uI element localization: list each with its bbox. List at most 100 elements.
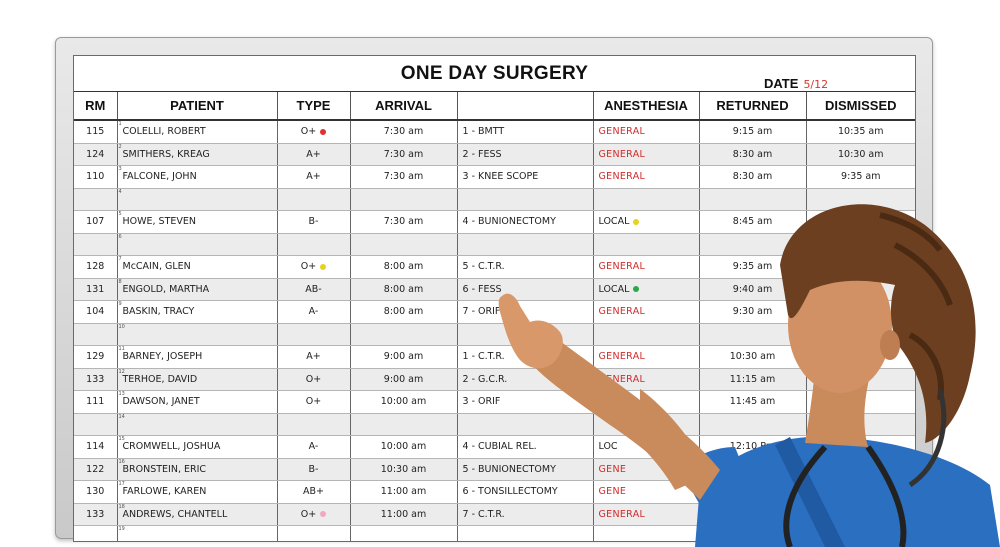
anesthesia-cell-text: GENERAL: [598, 126, 646, 138]
returned-cell: 9:30 am: [698, 300, 806, 324]
type-cell-text: A+: [306, 351, 321, 363]
anesthesia-cell: GENERAL: [592, 165, 699, 189]
room-cell: [74, 413, 117, 436]
room-cell: [74, 233, 117, 256]
procedure-cell: [456, 525, 593, 541]
type-cell: [276, 525, 350, 541]
type-cell: O+: [276, 255, 350, 279]
line-number: 7: [118, 256, 122, 262]
procedure-cell-text: 1 - C.T.R.: [462, 351, 505, 363]
procedure-cell: 7 - C.T.R.: [456, 503, 593, 526]
color-dot-icon: [633, 286, 640, 293]
dismissed-cell-text: 9:35 am: [841, 171, 881, 183]
scrubs-top: [695, 436, 1000, 547]
procedure-cell: [456, 233, 593, 256]
arrival-cell: 10:00 am: [349, 390, 457, 414]
procedure-cell-text: 1 - BMTT: [462, 126, 505, 138]
procedure-cell-text: 6 - TONSILLECTOMY: [462, 486, 558, 498]
returned-cell: 11:15 am: [698, 368, 806, 391]
patient-cell-text: SMITHERS, KREAG: [122, 148, 210, 160]
col-header-arrival: ARRIVAL: [349, 91, 457, 121]
type-cell-text: AB-: [305, 283, 322, 295]
line-number: 6: [118, 233, 122, 240]
type-cell: B-: [276, 458, 350, 481]
col-header-dismissed: DISMISSED: [805, 91, 915, 121]
arrival-cell: 11:00 am: [349, 480, 457, 504]
type-cell: O+: [276, 120, 350, 144]
anesthesia-cell-text: LOCAL: [598, 283, 630, 295]
type-cell-text: A+: [306, 148, 321, 160]
patient-cell: 10: [116, 323, 277, 346]
procedure-cell: 2 - FESS: [456, 143, 593, 166]
line-number: 14: [118, 413, 125, 420]
schedule-table: RM PATIENT TYPE ARRIVAL ANESTHESIA RETUR…: [74, 91, 915, 541]
returned-cell: 9:40 am: [698, 278, 806, 301]
anesthesia-cell-text: GENERAL: [598, 373, 646, 385]
returned-cell: 8:45 am: [698, 210, 806, 234]
anesthesia-cell: [592, 188, 699, 211]
arrival-cell-text: 9:00 am: [383, 373, 424, 385]
date-value: 5/12: [803, 78, 829, 91]
type-cell: AB+: [276, 480, 350, 504]
returned-cell-text: 9:35 am: [732, 261, 773, 273]
dismissed-cell: [805, 188, 915, 211]
anesthesia-cell-text: LOC: [598, 441, 618, 453]
patient-cell-text: BARNEY, JOSEPH: [122, 351, 203, 363]
patient-cell-text: FALCONE, JOHN: [122, 171, 197, 183]
room-cell-text: 129: [86, 351, 105, 363]
returned-cell-text: 9:15 am: [732, 126, 773, 138]
board-title: ONE DAY SURGERY: [400, 63, 589, 84]
patient-cell: 5 HOWE, STEVEN: [116, 210, 277, 234]
line-number: 13: [118, 391, 125, 397]
arrival-cell: 10:00 am: [349, 435, 457, 459]
room-cell: 129: [74, 345, 117, 369]
room-cell: 133: [74, 368, 117, 391]
arrival-cell: 9:00 am: [349, 368, 457, 391]
room-cell: 124: [74, 143, 117, 166]
procedure-cell-text: 6 - FESS: [462, 283, 502, 295]
procedure-cell: 6 - TONSILLECTOMY: [456, 480, 593, 504]
arrival-cell: 9:00 am: [349, 345, 457, 369]
arrival-cell-text: 11:00 am: [380, 486, 427, 498]
procedure-cell-text: 4 - CUBIAL REL.: [462, 441, 537, 453]
procedure-cell: 5 - BUNIONECTOMY: [456, 458, 593, 481]
color-dot-icon: [320, 263, 327, 270]
returned-cell: [698, 323, 806, 346]
procedure-cell-text: 3 - ORIF: [462, 396, 501, 408]
line-number: 5: [118, 211, 122, 217]
procedure-cell: [456, 323, 593, 346]
patient-cell: 12 TERHOE, DAVID: [116, 368, 277, 391]
anesthesia-cell: [592, 233, 699, 256]
patient-cell: 15 CROMWELL, JOSHUA: [116, 435, 277, 459]
returned-cell-text: 8:30 am: [732, 148, 773, 160]
type-cell: A+: [276, 345, 350, 369]
anesthesia-cell-text: GENERAL: [598, 148, 646, 160]
anesthesia-cell-text: GENERAL: [598, 306, 646, 318]
table-row: 124 2 SMITHERS, KREAG A+ 7:30 am 2 - FESS GENE…: [74, 143, 915, 166]
patient-cell: 18 ANDREWS, CHANTELL: [116, 503, 277, 526]
room-cell-text: 115: [86, 126, 105, 138]
type-cell: [276, 323, 350, 346]
arrival-cell-text: 7:30 am: [383, 216, 424, 228]
anesthesia-cell-text: GENERAL: [598, 508, 646, 520]
patient-cell: 19: [116, 525, 277, 541]
line-number: 11: [118, 346, 125, 352]
returned-cell: 9:15 am: [698, 120, 806, 144]
anesthesia-cell-text: GENE: [598, 463, 627, 475]
procedure-cell: 7 - ORIF: [456, 300, 593, 324]
scrubs-shadow: [775, 437, 845, 547]
anesthesia-cell: [592, 525, 699, 541]
procedure-cell-text: 2 - G.C.R.: [462, 373, 508, 385]
arrival-cell: [349, 233, 457, 256]
line-number: 9: [118, 301, 122, 307]
patient-cell-text: TERHOE, DAVID: [122, 373, 198, 385]
anesthesia-cell: LOCAL: [592, 210, 699, 234]
room-cell-text: 128: [86, 261, 105, 273]
room-cell-text: 114: [86, 441, 105, 453]
patient-cell-text: ANDREWS, CHANTELL: [122, 508, 228, 520]
patient-cell-text: FARLOWE, KAREN: [122, 486, 207, 498]
patient-cell-text: BRONSTEIN, ERIC: [122, 463, 207, 475]
line-number: 3: [118, 166, 122, 172]
arrival-cell-text: 7:30 am: [383, 126, 424, 138]
procedure-cell: [456, 413, 593, 436]
